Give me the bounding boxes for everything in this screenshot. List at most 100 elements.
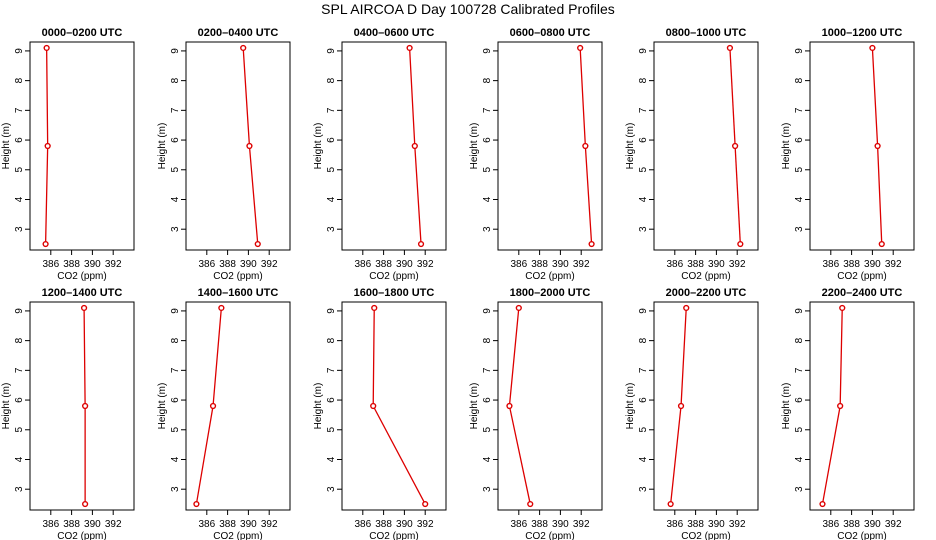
y-tick-label: 8: [794, 337, 805, 343]
x-tick-label: 388: [219, 519, 236, 530]
x-tick-label: 390: [864, 259, 881, 270]
x-tick-label: 386: [198, 259, 215, 270]
x-tick-label: 392: [729, 259, 746, 270]
y-tick-label: 5: [326, 427, 337, 433]
y-tick-label: 6: [170, 137, 181, 143]
y-tick-label: 6: [14, 137, 25, 143]
profile-point: [209, 402, 217, 410]
x-tick-label: 388: [843, 519, 860, 530]
profile-point: [588, 240, 595, 248]
profile-point: [839, 304, 846, 312]
profile-point: [732, 142, 739, 150]
x-tick-label: 388: [375, 519, 392, 530]
x-tick-label: 390: [84, 259, 101, 270]
profile-point: [193, 500, 200, 508]
y-tick-label: 5: [638, 427, 649, 433]
profile-point: [506, 402, 513, 410]
y-tick-label: 9: [794, 308, 805, 314]
y-tick-label: 5: [326, 167, 337, 173]
y-tick-label: 9: [326, 48, 337, 54]
plot-frame: [653, 41, 759, 251]
y-tick-label: 6: [638, 137, 649, 143]
y-tick-label: 8: [326, 77, 337, 83]
y-tick-label: 5: [482, 167, 493, 173]
y-tick-label: 3: [482, 486, 493, 492]
profile-point: [411, 142, 418, 150]
plot-frame: [185, 301, 291, 511]
profile-point: [878, 240, 885, 248]
y-tick-label: 9: [794, 48, 805, 54]
y-tick-label: 5: [14, 167, 25, 173]
y-tick-label: 8: [482, 77, 493, 83]
plot-frame: [809, 301, 915, 511]
x-axis-label: CO2 (ppm): [837, 531, 886, 540]
y-tick-label: 3: [326, 486, 337, 492]
y-axis-label: Height (m): [157, 123, 168, 170]
plot-frame: [653, 301, 759, 511]
profile-point: [737, 240, 744, 248]
y-tick-label: 8: [326, 337, 337, 343]
y-tick-label: 9: [14, 48, 25, 54]
y-tick-label: 5: [14, 427, 25, 433]
y-tick-label: 3: [14, 226, 25, 232]
profile-point: [82, 402, 89, 410]
y-axis-label: Height (m): [157, 383, 168, 430]
y-tick-label: 4: [326, 456, 337, 462]
x-tick-label: 390: [708, 519, 725, 530]
y-axis-label: Height (m): [625, 123, 636, 170]
x-tick-label: 392: [417, 259, 434, 270]
y-axis-label: Height (m): [1, 123, 12, 170]
x-axis-label: CO2 (ppm): [57, 531, 106, 540]
y-tick-label: 7: [14, 107, 25, 113]
y-tick-label: 8: [638, 337, 649, 343]
x-tick-label: 390: [552, 519, 569, 530]
y-tick-label: 6: [482, 397, 493, 403]
x-tick-label: 386: [510, 259, 527, 270]
profile-point: [527, 500, 534, 508]
x-tick-label: 386: [42, 259, 59, 270]
profile-point: [726, 44, 734, 52]
y-tick-label: 3: [794, 486, 805, 492]
profile-panel: 0200–0400 UTC 386 388 390 392 3 4 5 6 7 8 9 CO2 (ppm…: [157, 27, 291, 282]
profile-point: [44, 142, 51, 150]
x-tick-label: 388: [531, 519, 548, 530]
y-tick-label: 9: [170, 48, 181, 54]
y-tick-label: 6: [170, 397, 181, 403]
y-axis-label: Height (m): [313, 383, 324, 430]
x-tick-label: 386: [354, 259, 371, 270]
panel-title: 1600–1800 UTC: [354, 287, 435, 299]
profile-line: [372, 307, 426, 505]
panel-title: 1800–2000 UTC: [510, 287, 591, 299]
y-tick-label: 4: [326, 196, 337, 202]
y-tick-label: 5: [794, 167, 805, 173]
x-axis-label: CO2 (ppm): [213, 531, 262, 540]
profile-point: [837, 402, 844, 410]
profile-panel: 1000–1200 UTC 386 388 390 392 3 4 5 6 7 8 9 CO2 (ppm…: [781, 27, 915, 282]
profile-line: [195, 307, 223, 505]
profile-point: [370, 402, 377, 410]
panel-title: 1000–1200 UTC: [822, 27, 903, 39]
y-tick-label: 7: [794, 367, 805, 373]
y-tick-label: 4: [482, 196, 493, 202]
plot-frame: [809, 41, 915, 251]
panel-title: 1400–1600 UTC: [198, 287, 279, 299]
y-tick-label: 9: [638, 48, 649, 54]
x-axis-label: CO2 (ppm): [525, 271, 574, 282]
profile-point: [683, 304, 690, 312]
x-axis-label: CO2 (ppm): [57, 271, 106, 282]
x-axis-label: CO2 (ppm): [837, 271, 886, 282]
y-tick-label: 5: [170, 167, 181, 173]
profile-point: [406, 44, 413, 52]
y-tick-label: 3: [794, 226, 805, 232]
profile-panel: 2200–2400 UTC 386 388 390 392 3 4 5 6 7 8 9 CO2 (ppm…: [781, 287, 915, 540]
plot-frame: [29, 41, 135, 251]
y-axis-label: Height (m): [625, 383, 636, 430]
x-tick-label: 388: [531, 259, 548, 270]
x-tick-label: 388: [375, 259, 392, 270]
x-tick-label: 390: [396, 519, 413, 530]
profile-panel: 0400–0600 UTC 386 388 390 392 3 4 5 6 7 8 9 CO2 (ppm…: [313, 27, 447, 282]
y-tick-label: 4: [170, 196, 181, 202]
profile-point: [869, 44, 876, 52]
x-tick-label: 386: [666, 259, 683, 270]
